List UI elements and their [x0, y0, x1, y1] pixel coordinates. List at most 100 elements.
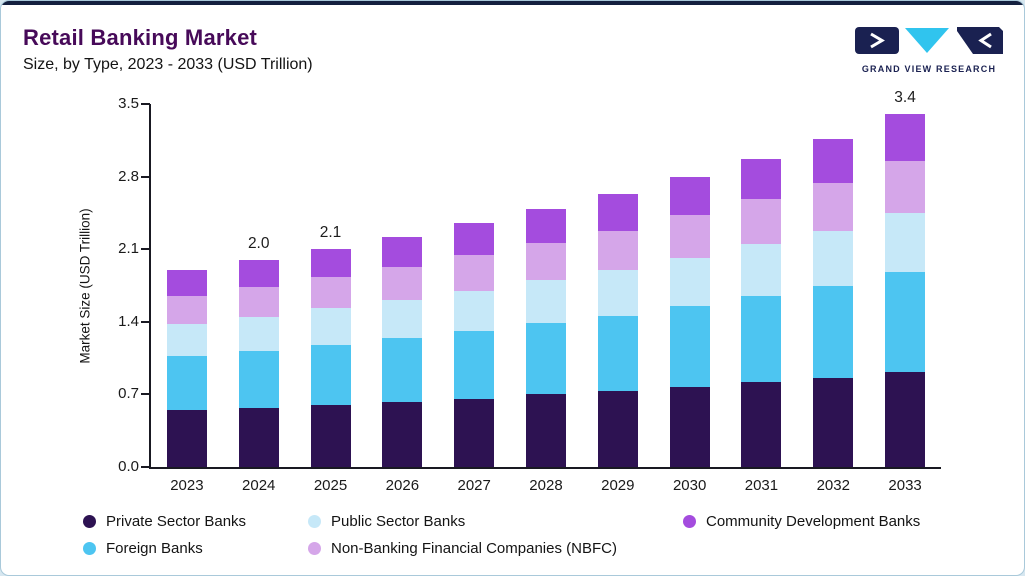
bar-column-2023 [166, 269, 207, 467]
bar-column-2028 [526, 208, 566, 467]
top-accent-bar [1, 1, 1024, 5]
y-tick-mark [141, 103, 150, 105]
y-tick-mark [141, 320, 150, 323]
bar-segment [526, 394, 566, 467]
x-tick-label: 2023 [170, 477, 204, 494]
y-tick-mark [141, 466, 150, 468]
bar-segment [454, 398, 495, 467]
bar-segment [741, 381, 782, 467]
bar-segment [454, 255, 495, 291]
bar-value-label: 3.4 [894, 89, 916, 107]
legend-label: Community Development Banks [706, 512, 921, 530]
y-tick-label: 0.7 [118, 385, 139, 403]
bar-segment [166, 269, 207, 296]
y-tick-mark [141, 175, 150, 178]
bar-segment [597, 194, 638, 231]
bar-segment [597, 315, 638, 392]
bar-segment [741, 295, 782, 382]
legend-label: Foreign Banks [106, 539, 203, 557]
bar-column-2031 [741, 159, 782, 467]
bar-segment [597, 391, 638, 467]
bar-column-2033 [885, 114, 926, 467]
bar-segment [526, 322, 566, 395]
chart-subtitle: Size, by Type, 2023 - 2033 (USD Trillion… [23, 56, 313, 73]
bar-segment [741, 159, 782, 200]
y-tick-label: 2.8 [118, 167, 139, 185]
bar-segment [669, 306, 710, 388]
bar-segment [885, 371, 926, 467]
bar-segment [166, 323, 207, 357]
y-axis-title: Market Size (USD Trillion) [77, 208, 93, 364]
x-tick-label: 2028 [529, 477, 563, 494]
bar-segment [166, 409, 207, 467]
plot-area: 2023 2024 2.0 2025 2.1 2026 2027 2028 2029 2030 20… [141, 89, 941, 494]
bar-segment [310, 249, 351, 278]
bar-segment [813, 377, 854, 467]
bar-segment [382, 266, 423, 301]
bar-column-2027 [454, 223, 495, 467]
bar-value-label: 2.0 [247, 234, 270, 252]
x-tick-label: 2032 [816, 477, 850, 494]
legend-label: Private Sector Banks [106, 512, 247, 530]
bar-segment [669, 176, 710, 215]
bar-segment [526, 243, 566, 281]
bar-segment [382, 401, 423, 467]
legend-item: Foreign Banks [83, 538, 203, 558]
x-tick-label: 2024 [242, 477, 276, 494]
bar-segment [238, 350, 279, 408]
legend-item: Public Sector Banks [308, 511, 465, 531]
bar-segment [166, 356, 207, 410]
bar-segment [382, 300, 423, 339]
grand-view-research-logo: GRAND VIEW RESEARCH [854, 27, 1004, 74]
x-tick-label: 2033 [888, 477, 922, 494]
legend-label: Public Sector Banks [331, 512, 466, 530]
x-tick-label: 2030 [672, 477, 707, 494]
bar-segment [813, 139, 854, 183]
bar-segment [813, 285, 854, 378]
bar-segment [813, 230, 854, 286]
bar-segment [885, 272, 926, 372]
bar-segment [454, 223, 495, 256]
bar-column-2024 [238, 259, 279, 467]
y-tick-label: 0.0 [118, 458, 139, 475]
bar-value-label: 2.1 [319, 224, 342, 242]
bar-segment [310, 277, 351, 309]
legend-item: Non-Banking Financial Companies (NBFC) [308, 538, 617, 558]
y-tick-label: 3.5 [118, 95, 139, 112]
x-tick-label: 2026 [385, 477, 420, 494]
bar-segment [597, 230, 638, 270]
bar-segment [669, 257, 710, 307]
legend-item: Community Development Banks [683, 511, 920, 531]
y-tick-label: 1.4 [118, 312, 139, 330]
bar-segment [526, 208, 566, 243]
logo-text: GRAND VIEW RESEARCH [861, 64, 997, 74]
bar-segment [238, 407, 279, 467]
y-axis-tick-labels: 0.0 0.7 1.4 2.1 2.8 3.5 [93, 95, 139, 475]
legend-dot [83, 514, 96, 528]
x-tick-label: 2031 [744, 477, 779, 494]
bar-column-2029 [597, 194, 638, 467]
bar-column-2025 [310, 249, 351, 467]
bar-segment [885, 161, 926, 213]
bar-segment [238, 286, 279, 317]
legend-dot [683, 514, 696, 528]
legend-dot [83, 541, 96, 555]
bar-column-2032 [813, 139, 854, 467]
bar-segment [597, 269, 638, 316]
bar-segment [382, 338, 423, 402]
legend-label: Non-Banking Financial Companies (NBFC) [331, 539, 617, 557]
y-tick-label: 2.1 [118, 240, 139, 258]
bar-segment [166, 295, 207, 324]
bar-segment [669, 215, 710, 258]
bar-segment [885, 212, 926, 273]
bar-segment [741, 244, 782, 296]
bar-segment [454, 331, 495, 399]
x-tick-label: 2027 [457, 477, 491, 494]
bar-segment [238, 316, 279, 351]
x-tick-label: 2029 [601, 477, 635, 494]
legend-item: Private Sector Banks [83, 511, 246, 531]
legend-dot [308, 541, 321, 555]
bar-segment [669, 387, 710, 467]
bar-segment [310, 404, 351, 467]
bar-segment [526, 280, 566, 323]
